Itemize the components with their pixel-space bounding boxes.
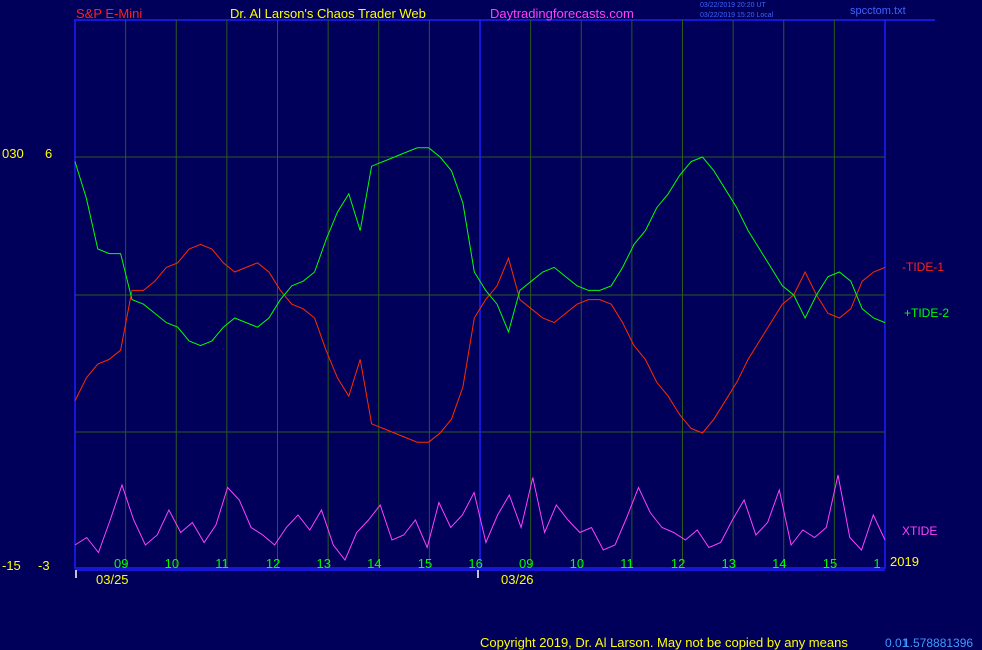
date-label-2: 03/26: [501, 572, 534, 587]
series-line-xtide: [74, 474, 886, 561]
footer-code: 0.01: [885, 636, 909, 650]
legend-tide2: +TIDE-2: [904, 306, 950, 320]
legend-xtide: XTIDE: [902, 524, 938, 538]
timestamp-ut: 03/22/2019 20:20 UT: [700, 2, 766, 9]
x-tick-label: 10: [569, 556, 585, 571]
x-tick-label: 10: [164, 556, 180, 571]
x-tick-label: 09: [519, 556, 534, 571]
x-tick-label: 13: [721, 556, 736, 571]
series-line-tide1: [74, 243, 886, 443]
file-name: spcctom.txt: [850, 5, 906, 17]
x-tick-label: 11: [620, 556, 634, 571]
x-tick-label: 13: [316, 556, 331, 571]
symbol-title: S&P E-Mini: [76, 6, 143, 21]
author-title: Dr. Al Larson's Chaos Trader Web: [230, 6, 426, 21]
date-label-1: 03/25: [96, 572, 129, 587]
axis-ticks: [75, 570, 479, 578]
x-tick-label: 15: [822, 556, 838, 571]
x-tick-label: 12: [670, 556, 686, 571]
series-line-tide2: [74, 147, 886, 347]
legend-tide1: -TIDE-1: [902, 260, 944, 274]
x-tick-label: 14: [772, 556, 787, 571]
site-link[interactable]: Daytradingforecasts.com: [490, 6, 634, 21]
x-tick-label: 11: [215, 556, 229, 571]
grid: [75, 20, 885, 568]
left-axis-top-inner: 6: [45, 146, 53, 161]
year-label: 2019: [890, 554, 919, 569]
footer-number: 1.578881396: [903, 636, 974, 650]
copyright-notice: Copyright 2019, Dr. Al Larson. May not b…: [480, 635, 848, 650]
left-axis-bottom-inner: -3: [38, 558, 50, 573]
timestamp-local: 03/22/2019 15:20 Local: [700, 12, 774, 19]
x-tick-label: 1: [873, 556, 881, 571]
x-tick-label: 12: [265, 556, 281, 571]
x-tick-label: 09: [114, 556, 129, 571]
left-axis-top-outer: 030: [2, 146, 24, 161]
x-tick-label: 16: [468, 556, 483, 571]
x-tick-label: 15: [417, 556, 433, 571]
left-axis-bottom-outer: -15: [2, 558, 21, 573]
series-group: [74, 147, 886, 561]
x-tick-label: 14: [367, 556, 382, 571]
